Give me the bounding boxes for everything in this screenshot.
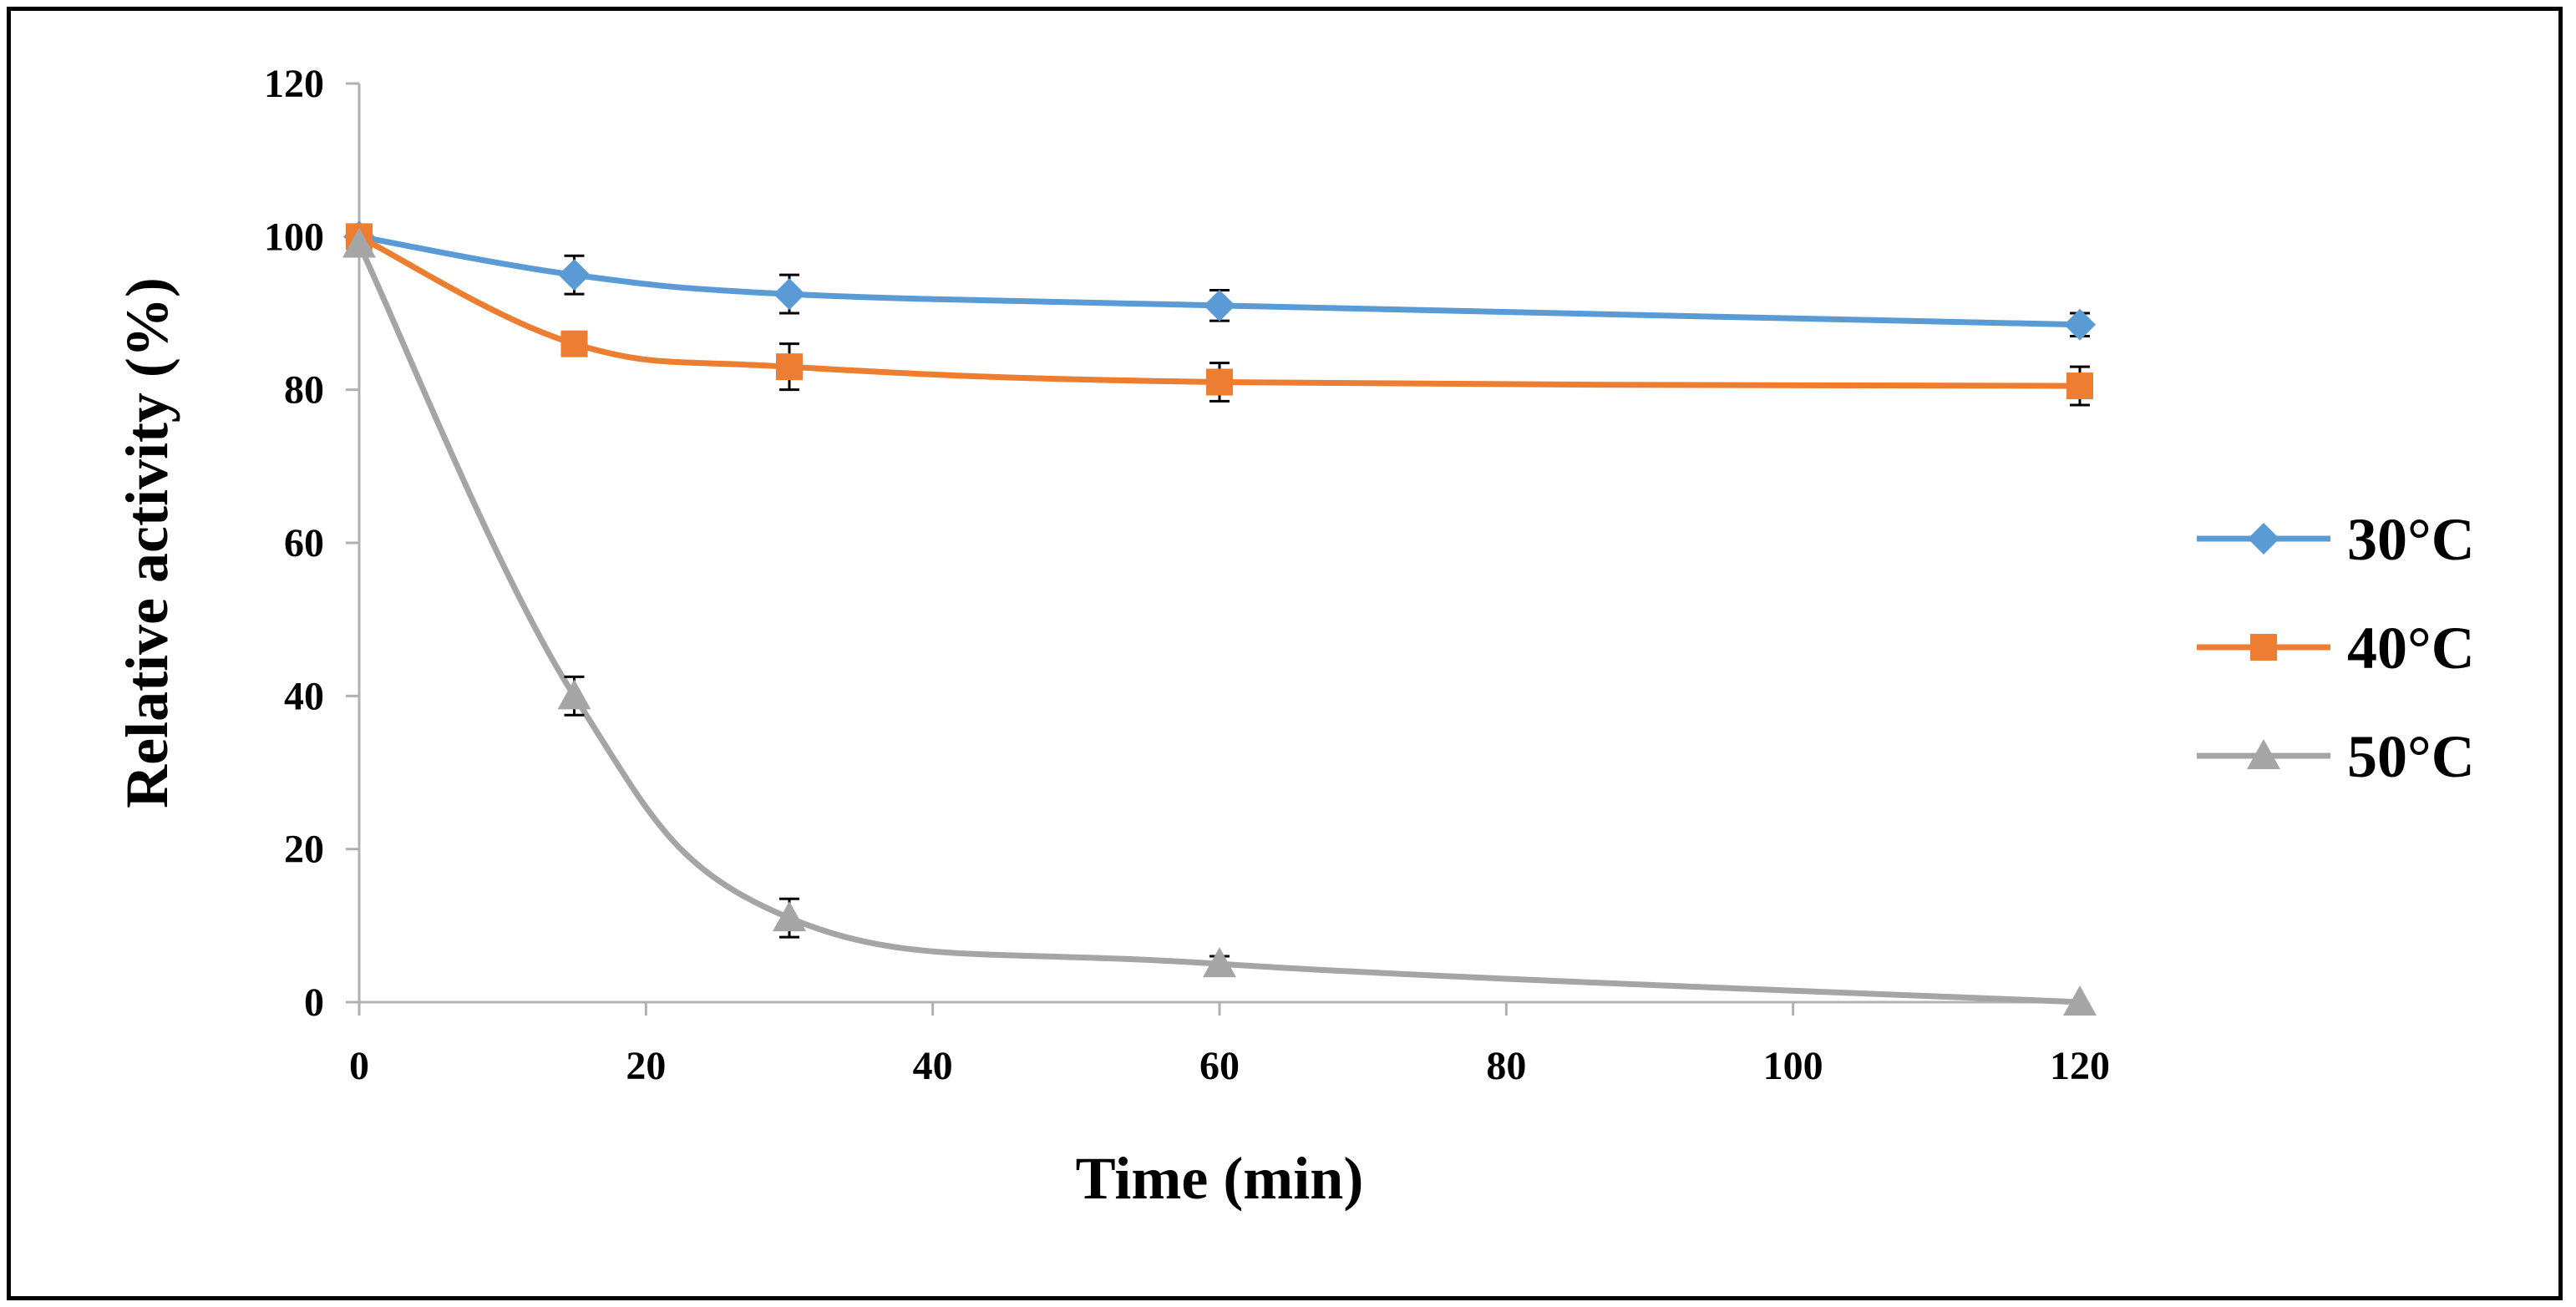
legend: 30°C 40°C 50°C [2197, 506, 2475, 790]
legend-marker [2248, 523, 2279, 555]
data-point [776, 353, 803, 381]
series-line [356, 241, 2083, 1006]
data-point [1204, 289, 1235, 322]
x-tick-label: 120 [2050, 1044, 2110, 1088]
x-tick-label: 80 [1486, 1044, 1526, 1088]
data-point [342, 227, 376, 258]
data-point [773, 278, 805, 311]
y-tick-label: 40 [284, 674, 324, 718]
y-tick-label: 60 [284, 521, 324, 565]
ticks: 0 20 40 60 80 100 120 0 20 40 60 80 100 120 [264, 62, 2110, 1088]
x-tick-label: 60 [1199, 1044, 1240, 1088]
legend-label: 30°C [2347, 506, 2475, 573]
y-tick-label: 80 [284, 368, 324, 413]
legend-label: 50°C [2347, 723, 2475, 790]
y-tick-label: 100 [264, 215, 324, 259]
axes [357, 84, 2080, 1004]
legend-label: 40°C [2347, 615, 2475, 681]
legend-item: 50°C [2197, 723, 2475, 790]
x-tick-label: 40 [913, 1044, 953, 1088]
series-3 [342, 227, 2097, 1016]
series [342, 220, 2097, 1016]
y-tick-label: 0 [304, 980, 324, 1025]
x-tick-label: 0 [349, 1044, 369, 1088]
legend-item: 30°C [2197, 506, 2475, 573]
data-point [2063, 985, 2097, 1016]
legend-marker [2250, 634, 2277, 661]
y-axis-title: Relative activity (%) [114, 277, 180, 808]
series-line [356, 233, 2083, 389]
x-tick-label: 100 [1763, 1044, 1823, 1088]
series-line [356, 233, 2083, 328]
data-point [558, 259, 591, 291]
x-tick-label: 20 [626, 1044, 666, 1088]
data-point [773, 901, 806, 932]
chart-frame [7, 7, 2563, 1300]
data-point [560, 330, 588, 357]
y-tick-label: 120 [264, 62, 324, 106]
legend-item: 40°C [2197, 615, 2475, 681]
legend-marker [2247, 739, 2280, 769]
data-point [557, 679, 591, 710]
data-point [1203, 947, 1236, 978]
series-1 [343, 220, 2096, 341]
data-point [1206, 368, 1233, 396]
y-tick-label: 20 [284, 828, 324, 872]
x-axis-title: Time (min) [1076, 1145, 1364, 1212]
series-2 [346, 223, 2093, 407]
data-point [2066, 372, 2093, 400]
data-point [2064, 308, 2096, 341]
